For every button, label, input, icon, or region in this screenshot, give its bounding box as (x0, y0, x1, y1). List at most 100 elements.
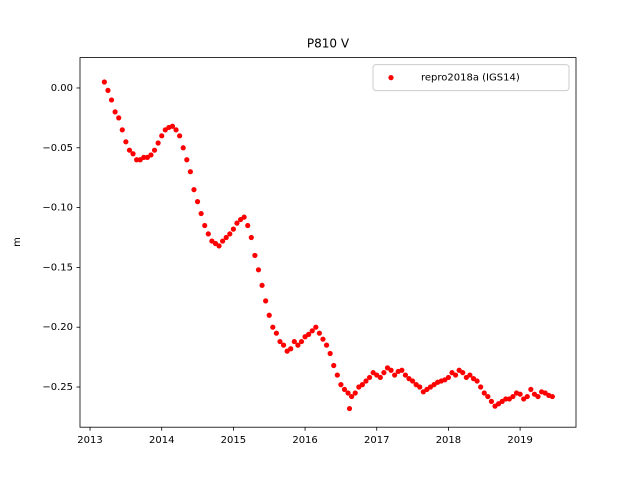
legend-label: repro2018a (IGS14) (421, 73, 520, 84)
point (101, 79, 107, 85)
point (452, 372, 459, 378)
point (381, 370, 387, 376)
legend-box (372, 64, 570, 92)
point (338, 382, 344, 388)
point (248, 234, 254, 241)
point (194, 199, 201, 205)
point (485, 393, 491, 400)
point (151, 147, 158, 153)
point (510, 393, 516, 400)
point (478, 384, 484, 390)
point (474, 378, 480, 384)
point (216, 243, 222, 249)
point (460, 370, 466, 376)
point (349, 393, 355, 400)
plot-frame (79, 57, 577, 428)
x-tick-label: 2019 (507, 435, 532, 446)
point (234, 220, 240, 226)
point (270, 324, 276, 330)
point (366, 374, 373, 381)
y-tick-label: −0.20 (42, 322, 73, 333)
y-axis-label: m (12, 237, 23, 247)
point (402, 372, 409, 378)
point (320, 336, 326, 342)
point (134, 157, 140, 163)
point (277, 338, 283, 345)
point (259, 282, 265, 288)
y-tick-label: −0.05 (42, 143, 73, 154)
point (488, 398, 495, 404)
point (241, 214, 247, 220)
point (126, 147, 133, 153)
point (388, 367, 394, 373)
point (177, 133, 183, 139)
point (273, 330, 279, 336)
point (123, 139, 129, 145)
point (295, 342, 301, 348)
point (202, 222, 208, 229)
point (263, 298, 269, 304)
point (417, 384, 423, 390)
point (323, 342, 330, 348)
point (205, 231, 211, 237)
point (503, 396, 509, 402)
y-tick-label: −0.10 (42, 203, 73, 214)
point (363, 378, 369, 384)
point (184, 157, 190, 163)
point (517, 391, 523, 397)
point (327, 350, 333, 357)
point (227, 231, 233, 237)
x-tick-label: 2014 (149, 435, 174, 446)
legend-marker (388, 75, 394, 81)
point (359, 382, 366, 388)
x-tick-label: 2017 (364, 435, 389, 446)
point (316, 330, 322, 336)
point (159, 133, 165, 139)
point (306, 331, 312, 337)
point (377, 374, 383, 381)
point (298, 338, 305, 345)
point (288, 346, 294, 352)
point (266, 312, 272, 318)
point (467, 372, 473, 378)
point (198, 210, 204, 217)
point (119, 127, 125, 133)
point (252, 252, 258, 259)
point (341, 386, 348, 393)
point (481, 390, 487, 396)
point (169, 123, 176, 129)
point (173, 127, 179, 133)
point (112, 109, 118, 115)
point (108, 97, 115, 103)
point (291, 338, 297, 345)
point (155, 140, 161, 146)
point (116, 115, 122, 121)
point (180, 145, 186, 151)
x-tick-label: 2016 (292, 435, 317, 446)
point (346, 405, 353, 412)
point (141, 154, 147, 160)
point (331, 362, 337, 369)
point (352, 390, 358, 396)
point (280, 342, 287, 348)
point (549, 393, 555, 400)
point (191, 187, 197, 193)
point (309, 328, 315, 334)
point (334, 372, 340, 378)
x-tick-label: 2013 (77, 435, 102, 446)
point (528, 386, 534, 393)
point (245, 222, 251, 229)
chart-title: P810 V (307, 37, 350, 51)
point (105, 87, 111, 93)
point (223, 234, 229, 241)
point (409, 378, 416, 384)
point (130, 151, 136, 157)
point (445, 374, 452, 381)
point (313, 324, 319, 330)
point (392, 372, 398, 378)
y-tick-label: −0.15 (42, 262, 73, 273)
point (345, 390, 351, 396)
point (524, 393, 530, 400)
